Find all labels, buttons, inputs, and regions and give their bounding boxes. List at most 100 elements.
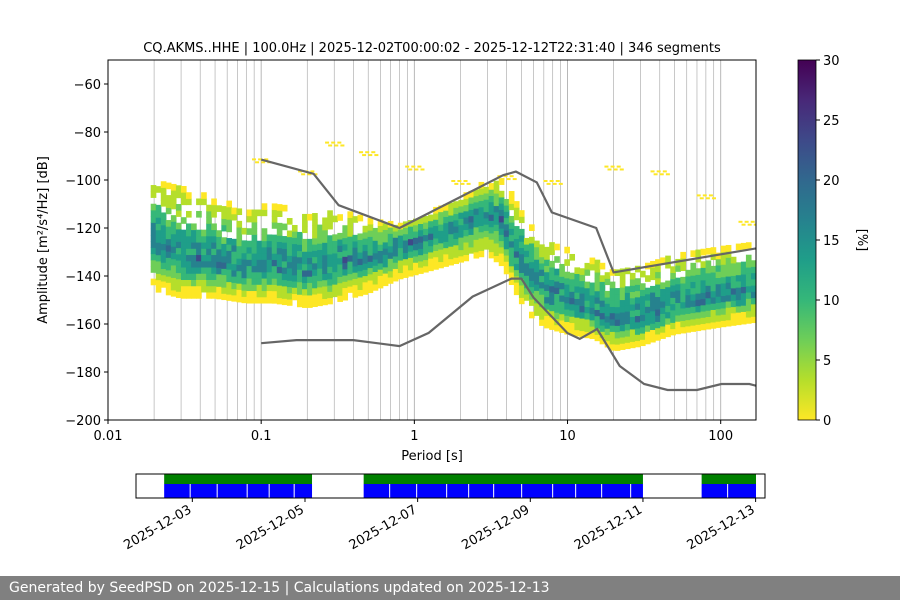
heatmap-cell bbox=[488, 233, 495, 240]
heatmap-cell bbox=[453, 226, 459, 233]
heatmap-cell bbox=[165, 276, 172, 283]
heatmap-cell bbox=[221, 274, 227, 282]
heatmap-cell bbox=[357, 277, 364, 284]
heatmap-cell bbox=[518, 297, 525, 305]
heatmap-cell bbox=[397, 247, 404, 255]
heatmap-cell bbox=[690, 262, 697, 270]
heatmap-cell bbox=[468, 247, 475, 254]
heatmap-cell bbox=[226, 206, 233, 214]
heatmap-outlier bbox=[753, 223, 756, 226]
heatmap-cell bbox=[498, 240, 505, 248]
heatmap-cell bbox=[150, 185, 157, 192]
heatmap-cell bbox=[186, 273, 192, 280]
heatmap-cell bbox=[523, 275, 530, 283]
heatmap-cell bbox=[407, 257, 414, 265]
heatmap-outlier bbox=[711, 197, 716, 200]
heatmap-cell bbox=[710, 322, 717, 329]
heatmap-cell bbox=[745, 285, 752, 293]
heatmap-outlier bbox=[738, 220, 743, 223]
heatmap-cell bbox=[170, 265, 177, 272]
heatmap-cell bbox=[216, 261, 222, 269]
heatmap-cell bbox=[276, 204, 283, 211]
heatmap-cell bbox=[261, 296, 268, 304]
heatmap-cell bbox=[392, 249, 399, 257]
heatmap-cell bbox=[488, 226, 495, 234]
heatmap-outlier bbox=[261, 161, 266, 164]
heatmap-cell bbox=[327, 241, 333, 249]
heatmap-cell bbox=[372, 252, 379, 260]
heatmap-cell bbox=[206, 292, 212, 299]
heatmap-cell bbox=[523, 262, 530, 270]
heatmap-cell bbox=[236, 270, 243, 278]
heatmap-cell bbox=[720, 245, 727, 253]
heatmap-cell bbox=[725, 288, 732, 296]
heatmap-cell bbox=[508, 240, 515, 248]
heatmap-cell bbox=[211, 229, 217, 237]
heatmap-cell bbox=[503, 261, 510, 269]
heatmap-cell bbox=[518, 285, 525, 292]
heatmap-cell bbox=[473, 251, 480, 259]
heatmap-cell bbox=[352, 234, 359, 242]
heatmap-cell bbox=[337, 232, 343, 240]
heatmap-cell bbox=[387, 264, 394, 272]
heatmap-cell bbox=[423, 253, 429, 261]
heatmap-cell bbox=[337, 239, 343, 246]
heatmap-cell bbox=[286, 261, 293, 269]
heatmap-cell bbox=[160, 212, 167, 220]
heatmap-cell bbox=[508, 191, 515, 198]
heatmap-cell bbox=[332, 246, 338, 254]
heatmap-cell bbox=[407, 226, 414, 233]
heatmap-cell bbox=[639, 320, 646, 328]
heatmap-cell bbox=[201, 260, 207, 268]
heatmap-cell bbox=[438, 249, 444, 256]
heatmap-cell bbox=[196, 198, 202, 206]
heatmap-cell bbox=[534, 302, 540, 310]
heatmap-cell bbox=[463, 248, 470, 256]
heatmap-cell bbox=[675, 265, 681, 272]
heatmap-outlier bbox=[699, 197, 704, 200]
heatmap-cell bbox=[549, 285, 555, 293]
heatmap-cell bbox=[634, 278, 641, 285]
heatmap-cell bbox=[160, 193, 167, 201]
heatmap-cell bbox=[337, 245, 343, 253]
heatmap-cell bbox=[216, 242, 222, 250]
heatmap-cell bbox=[271, 240, 278, 248]
heatmap-cell bbox=[609, 337, 616, 345]
heatmap-cell bbox=[206, 235, 212, 243]
heatmap-cell bbox=[599, 337, 606, 345]
heatmap-cell bbox=[231, 257, 238, 265]
heatmap-cell bbox=[534, 246, 540, 254]
heatmap-cell bbox=[745, 298, 752, 306]
heatmap-cell bbox=[508, 228, 515, 236]
heatmap-cell bbox=[604, 315, 611, 323]
heatmap-cell bbox=[569, 303, 576, 311]
heatmap-outlier bbox=[310, 170, 315, 173]
heatmap-cell bbox=[322, 279, 328, 287]
heatmap-cell bbox=[619, 280, 626, 288]
heatmap-cell bbox=[695, 293, 702, 300]
heatmap-cell bbox=[665, 261, 671, 269]
heatmap-cell bbox=[428, 233, 434, 240]
heatmap-cell bbox=[503, 223, 510, 231]
heatmap-cell bbox=[241, 296, 248, 304]
heatmap-cell bbox=[357, 252, 364, 259]
heatmap-cell bbox=[725, 263, 732, 271]
heatmap-cell bbox=[745, 292, 752, 299]
heatmap-cell bbox=[705, 285, 712, 293]
heatmap-cell bbox=[402, 265, 409, 272]
heatmap-cell bbox=[327, 285, 333, 292]
heatmap-cell bbox=[720, 251, 727, 259]
heatmap-cell bbox=[518, 235, 525, 242]
heatmap-cell bbox=[589, 319, 596, 327]
noise-model-nlnm bbox=[261, 277, 756, 392]
heatmap-cell bbox=[705, 322, 712, 330]
heatmap-cell bbox=[518, 228, 525, 236]
heatmap-outlier bbox=[555, 180, 560, 182]
heatmap-cell bbox=[458, 206, 465, 213]
heatmap-cell bbox=[241, 271, 248, 279]
heatmap-cell bbox=[165, 263, 172, 271]
heatmap-cell bbox=[614, 300, 621, 308]
heatmap-cell bbox=[206, 223, 212, 231]
heatmap-cell bbox=[518, 241, 525, 249]
heatmap-cell bbox=[574, 304, 581, 312]
